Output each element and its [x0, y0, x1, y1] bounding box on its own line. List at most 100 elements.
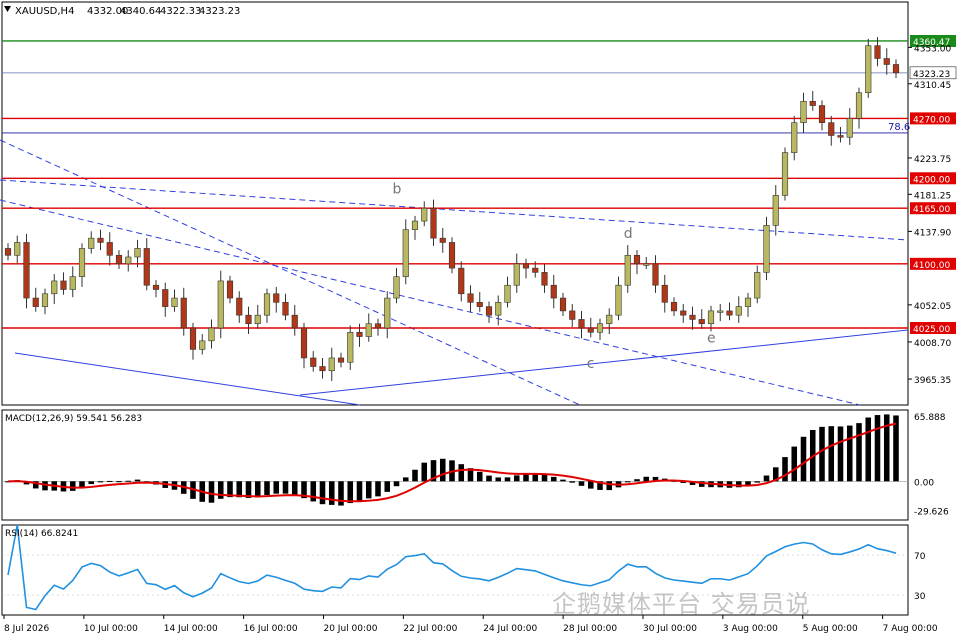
- macd-bar: [134, 479, 141, 482]
- level-tag-label: 4165.00: [913, 205, 950, 215]
- macd-bar: [569, 481, 576, 483]
- macd-bar: [116, 481, 122, 483]
- level-tag: [909, 66, 957, 80]
- candle-body: [495, 302, 502, 316]
- macd-bar: [458, 464, 465, 482]
- candle-body: [661, 284, 668, 303]
- macd-bar: [865, 417, 872, 482]
- candle-body: [698, 319, 705, 325]
- time-axis: 8 Jul 2026 10 Jul 00:00 14 Jul 00:00 16 Jul…: [3, 615, 938, 634]
- candle-body: [374, 323, 382, 329]
- candle-body: [569, 310, 576, 320]
- macd-bar: [874, 415, 881, 482]
- trend-line: [0, 199, 861, 406]
- macd-bar: [412, 469, 418, 482]
- macd-bar: [837, 426, 844, 482]
- candle-body: [892, 64, 900, 74]
- level-tag-label: 4360.47: [913, 38, 950, 48]
- candle-body: [106, 242, 113, 256]
- macd-bar: [208, 481, 215, 503]
- macd-bar: [846, 425, 853, 482]
- candle-body: [365, 323, 372, 337]
- macd-bar: [32, 481, 39, 489]
- candle-body: [347, 331, 354, 363]
- macd-bar: [264, 481, 270, 495]
- level-tag: [910, 257, 956, 270]
- candle-body: [624, 254, 631, 286]
- level-tag: [910, 112, 956, 125]
- horizontal-levels: 78.6: [2, 40, 910, 329]
- macd-bar: [680, 481, 687, 483]
- macd-bar: [97, 481, 104, 483]
- level-tag-label: 4200.00: [913, 175, 950, 185]
- candle-body: [236, 297, 243, 316]
- candle-body: [337, 357, 345, 363]
- candles: [4, 37, 900, 382]
- macd-bar: [23, 481, 30, 485]
- macd-bar: [347, 481, 354, 504]
- macd-tick-label: -29.626: [914, 508, 949, 518]
- level-tag-label: 4025.00: [913, 325, 950, 335]
- candle-body: [670, 302, 678, 312]
- candle-body: [559, 297, 567, 312]
- candle-body: [846, 118, 853, 138]
- candle-body: [411, 220, 419, 230]
- macd-bar: [106, 480, 113, 482]
- candle-body: [578, 319, 585, 329]
- macd-bar: [356, 481, 363, 502]
- wave-label: d: [624, 226, 633, 242]
- price-tick-label: 4223.75: [914, 155, 951, 165]
- macd-bar: [273, 481, 280, 494]
- macd-bar: [291, 481, 298, 495]
- candle-body: [263, 293, 271, 316]
- wave-label: c: [587, 356, 595, 372]
- candle-body: [633, 254, 641, 265]
- trend-line: [14, 352, 361, 406]
- macd-bar: [791, 446, 798, 482]
- macd-bar: [819, 426, 825, 482]
- macd-bar: [782, 457, 788, 482]
- pane-frame: [1, 409, 909, 521]
- level-tag-label: 4100.00: [913, 261, 950, 271]
- macd-bar: [606, 481, 613, 491]
- trend-line: [299, 329, 909, 396]
- macd-bar: [735, 481, 742, 488]
- candle-body: [448, 242, 456, 269]
- candle-body: [680, 310, 687, 316]
- macd-bar: [88, 481, 95, 485]
- candle-body: [513, 263, 520, 286]
- ohlc-high: 4340.64: [120, 6, 161, 17]
- macd-bar: [745, 481, 751, 486]
- candle-body: [328, 357, 335, 372]
- candle-body: [652, 263, 659, 286]
- candle-body: [754, 272, 761, 299]
- candle-body: [791, 122, 798, 153]
- candle-body: [78, 248, 86, 277]
- ohlc-open: 4332.00: [87, 6, 128, 17]
- candle-body: [476, 302, 483, 307]
- candle-body: [643, 263, 650, 266]
- candle-body: [273, 293, 280, 303]
- macd-bar: [79, 481, 85, 488]
- macd-bar: [282, 481, 289, 494]
- macd-bar: [310, 481, 317, 502]
- candle-body: [430, 207, 437, 239]
- candle-body: [14, 242, 21, 256]
- macd-label: MACD(12,26,9) 59.541 56.283: [5, 414, 142, 424]
- price-tick-label: 4181.25: [914, 191, 951, 201]
- macd-bar: [893, 415, 899, 482]
- candle-body: [300, 327, 308, 359]
- candle-body: [319, 366, 326, 372]
- macd-bar: [365, 481, 372, 499]
- candle-body: [356, 331, 363, 337]
- candle-body: [226, 280, 234, 299]
- macd-bar: [643, 476, 650, 482]
- candle-body: [217, 280, 224, 329]
- candle-body: [208, 327, 215, 342]
- level-tag: [910, 172, 956, 185]
- time-tick-label: 22 Jul 00:00: [403, 624, 457, 634]
- macd-bar: [772, 467, 779, 482]
- candle-body: [60, 280, 67, 290]
- fib-label: 78.6: [888, 122, 910, 133]
